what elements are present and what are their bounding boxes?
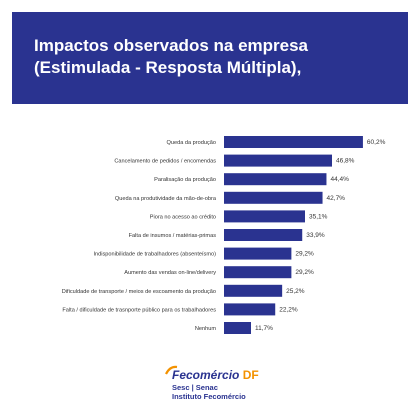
value-label: 46,8% [336, 158, 355, 165]
value-label: 25,2% [286, 288, 305, 295]
logo-line-2: Instituto Fecomércio [172, 392, 246, 401]
bar [224, 284, 283, 297]
category-label: Cancelamento de pedidos / encomendas [114, 159, 216, 165]
value-label: 33,9% [306, 232, 325, 239]
bar [224, 210, 305, 223]
bar [224, 247, 292, 260]
category-label: Dificuldade de transporte / meios de esc… [62, 289, 216, 295]
logo-name: Fecomércio DF [172, 368, 259, 382]
value-label: 22,2% [279, 306, 298, 313]
bar [224, 173, 327, 186]
category-label: Falta / dificuldade de trasnporte públic… [62, 307, 216, 313]
category-label: Aumento das vendas on-line/delivery [124, 270, 216, 276]
logo-swoosh-icon [165, 365, 178, 375]
value-label: 29,2% [295, 251, 314, 258]
page-title: Impactos observados na empresa (Estimula… [34, 36, 309, 77]
bar [224, 303, 276, 316]
bar-chart: Queda da produção 60,2% Cancelamento de pe… [62, 136, 386, 334]
value-label: 29,2% [295, 269, 314, 276]
category-label: Falta de insumos / matérias-primas [129, 233, 217, 239]
logo-name-main: Fecomércio [172, 368, 240, 382]
bar [224, 229, 303, 241]
bar [224, 191, 323, 204]
bar [224, 322, 251, 334]
header-banner: Impactos observados na empresa (Estimula… [12, 12, 408, 104]
category-label: Nenhum [195, 326, 216, 332]
value-label: 35,1% [309, 213, 328, 220]
category-label: Queda na produtividade da mão-de-obra [115, 196, 217, 202]
value-label: 11,7% [255, 325, 273, 332]
value-label: 60,2% [367, 139, 386, 146]
category-label: Piora no acesso ao crédito [150, 214, 216, 220]
value-label: 42,7% [327, 195, 346, 202]
fecomercio-logo: Fecomércio DF Sesc | Senac Instituto Fec… [165, 362, 292, 412]
category-label: Indisponibilidade de trabalhadores (abse… [93, 252, 216, 258]
bar [224, 136, 363, 148]
logo-name-accent: DF [242, 368, 259, 382]
bar [224, 266, 292, 279]
category-label: Paralisação da produção [154, 177, 216, 183]
bar [224, 154, 332, 167]
logo-line-1: Sesc | Senac [172, 383, 218, 392]
category-label: Queda da produção [167, 140, 216, 146]
value-label: 44,4% [330, 176, 349, 183]
